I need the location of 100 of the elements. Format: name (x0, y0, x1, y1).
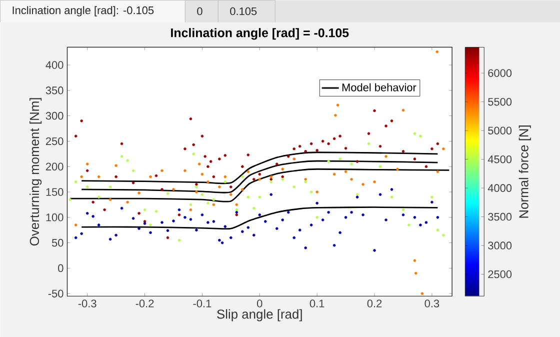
point (230, 236, 232, 240)
point (378, 144, 382, 148)
y-tick-label: 0 (58, 264, 64, 272)
point (338, 134, 342, 138)
point (378, 165, 382, 168)
point (310, 190, 313, 194)
point (97, 196, 100, 198)
point (160, 169, 164, 172)
point (270, 193, 273, 196)
color-bar-label: 5500 (488, 98, 512, 106)
point (246, 170, 250, 174)
point (74, 134, 78, 138)
point (298, 228, 302, 232)
point (200, 172, 204, 176)
point (132, 216, 135, 220)
point (390, 188, 394, 191)
point (200, 193, 204, 196)
point (241, 188, 244, 191)
point (230, 185, 232, 188)
point (442, 147, 445, 150)
point (149, 224, 152, 226)
point (396, 168, 399, 170)
point (316, 148, 318, 152)
point (298, 144, 302, 148)
point (344, 146, 348, 150)
point (184, 216, 186, 219)
point (413, 158, 416, 160)
point (241, 175, 244, 178)
point (218, 185, 221, 188)
point (408, 224, 410, 226)
point (327, 160, 330, 163)
point (200, 213, 204, 216)
point (212, 220, 216, 223)
point (200, 134, 204, 138)
x-tick-label: 0.2 (367, 300, 382, 308)
y-tick-label: 200 (46, 162, 64, 170)
point (195, 185, 198, 188)
point (120, 154, 124, 158)
point (336, 104, 340, 106)
point (316, 190, 318, 194)
point (264, 220, 267, 223)
point (138, 227, 140, 230)
y-tick-label: 400 (46, 61, 64, 69)
point (292, 158, 296, 160)
point (224, 180, 227, 184)
point (321, 218, 324, 222)
x-tick-label: 0 (257, 300, 262, 308)
point (212, 203, 216, 206)
point (270, 180, 273, 184)
point (206, 221, 210, 224)
point (402, 108, 405, 112)
x-tick-label: -0.1 (193, 300, 212, 308)
point (160, 188, 164, 191)
point (281, 218, 284, 222)
y-tick-label: 50 (52, 238, 64, 247)
point (195, 228, 198, 232)
point (430, 196, 434, 198)
text: 0.105 (230, 7, 257, 16)
point (204, 154, 206, 158)
point (373, 180, 376, 184)
point (189, 117, 192, 120)
point (86, 212, 89, 215)
point (224, 225, 227, 228)
point (126, 159, 129, 162)
point (310, 142, 313, 146)
point (206, 165, 210, 168)
point (80, 232, 83, 235)
point (189, 203, 192, 206)
point (189, 218, 192, 221)
point (310, 224, 313, 226)
point (92, 214, 94, 218)
point (143, 208, 146, 212)
point (189, 208, 192, 212)
point (184, 147, 186, 150)
point (258, 178, 262, 181)
point (166, 192, 170, 195)
point (275, 162, 278, 166)
point (97, 224, 100, 226)
color-bar-label: 4500 (488, 155, 512, 164)
point (220, 241, 224, 244)
text: 0 (197, 7, 202, 16)
color-bar-label: 3500 (488, 212, 512, 221)
point (436, 228, 440, 232)
point (74, 236, 78, 240)
point (373, 248, 376, 252)
point (424, 221, 428, 224)
point (413, 216, 416, 219)
point (402, 213, 405, 216)
point (172, 219, 175, 222)
color-bar-title: Normal force [N] (518, 125, 531, 218)
point (270, 175, 273, 178)
point (252, 234, 256, 237)
point (281, 178, 284, 181)
point (92, 200, 94, 204)
point (224, 175, 227, 178)
point (332, 244, 336, 247)
x-tick-label: 0.3 (424, 300, 440, 308)
chart-title: Inclination angle [rad] = -0.105 (171, 28, 349, 40)
point (436, 170, 440, 174)
point (86, 185, 89, 188)
